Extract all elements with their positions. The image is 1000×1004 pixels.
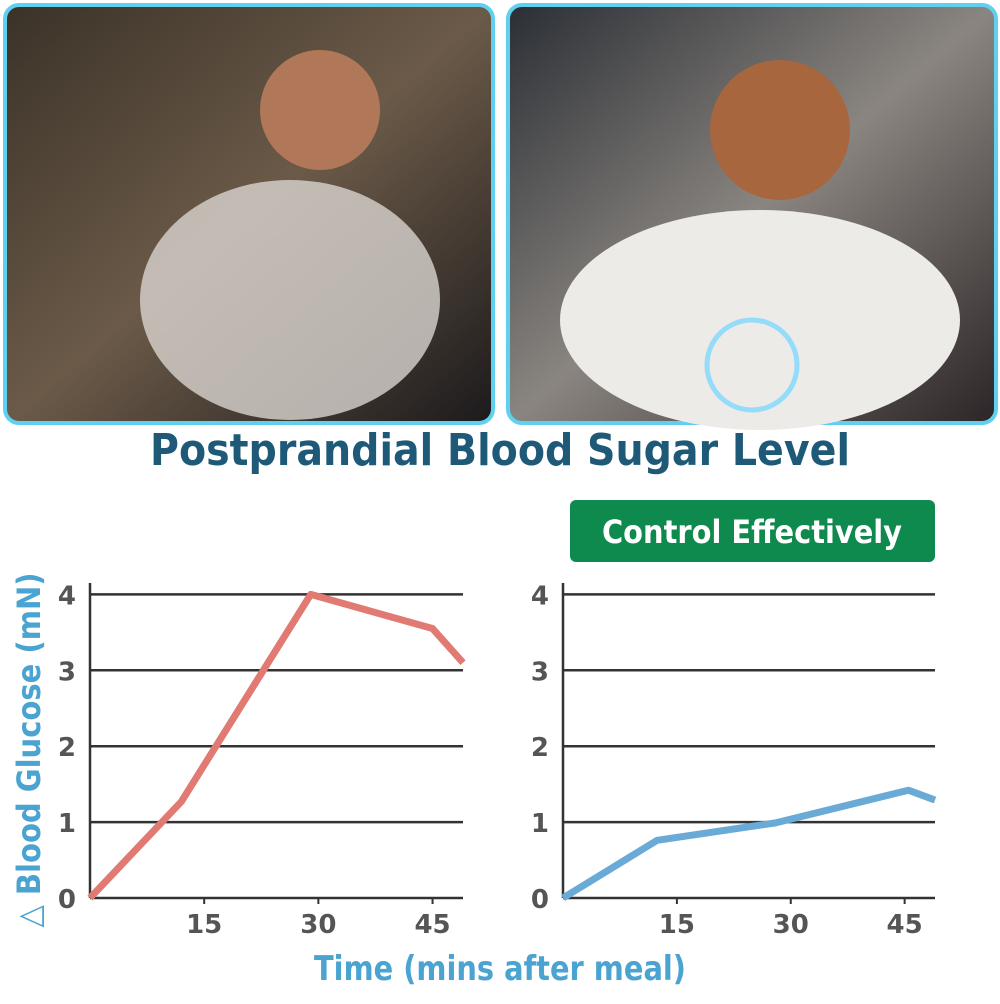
x-axis-label: Time (mins after meal) [314, 949, 686, 989]
bracelet-glow [704, 317, 800, 413]
y-tick-label: 2 [531, 733, 549, 763]
x-tick-label: 15 [659, 910, 695, 940]
x-tick-label: 30 [773, 910, 809, 940]
y-tick-label: 2 [58, 733, 76, 763]
data-line [561, 786, 937, 901]
y-tick-label: 1 [531, 809, 549, 839]
y-tick-label: 3 [58, 657, 76, 687]
y-tick-label: 4 [58, 581, 76, 611]
photo-figure [140, 180, 440, 420]
data-line [87, 590, 466, 901]
title: Postprandial Blood Sugar Level [150, 425, 850, 476]
y-tick-label: 0 [531, 885, 549, 915]
x-tick-label: 45 [414, 910, 450, 940]
y-tick-label: 3 [531, 657, 549, 687]
y-tick-label: 0 [58, 885, 76, 915]
y-tick-label: 1 [58, 809, 76, 839]
x-tick-label: 30 [300, 910, 336, 940]
photo-figure [260, 50, 380, 170]
photo-figure [710, 60, 850, 200]
x-tick-label: 45 [887, 910, 923, 940]
x-tick-label: 15 [186, 910, 222, 940]
y-axis-label: △ Blood Glucose (mN) [10, 573, 48, 928]
y-tick-label: 4 [531, 581, 549, 611]
badge [570, 500, 935, 562]
badge-text: Control Effectively [602, 513, 902, 551]
